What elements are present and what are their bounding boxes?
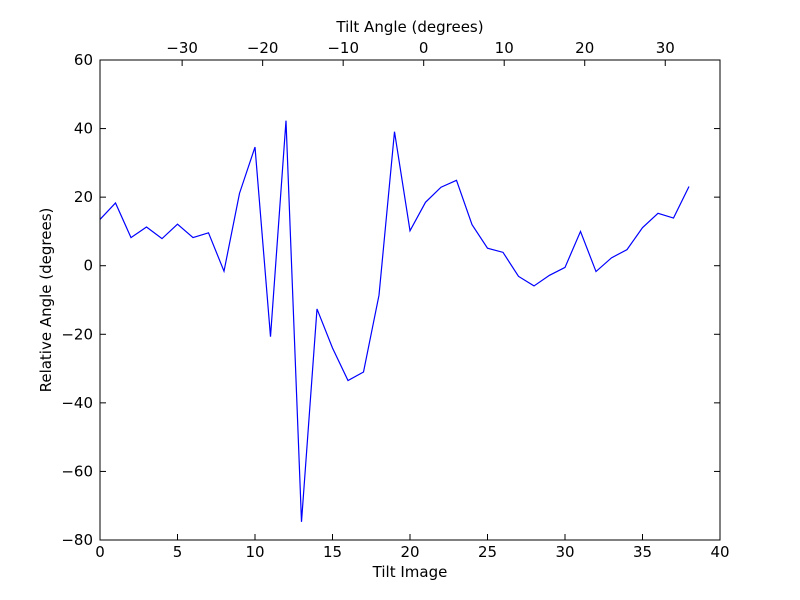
y-tick-label: 20 [74,188,93,206]
top-x-tick-label: 30 [656,39,675,57]
top-x-tick-label: −20 [247,39,279,57]
top-x-axis-label: Tilt Angle (degrees) [335,18,483,36]
x-tick-label: 35 [633,543,652,561]
y-tick-label: 60 [74,51,93,69]
series-line [99,120,690,522]
plot-area [100,60,720,540]
x-tick-label: 5 [173,543,183,561]
top-x-tick-label: 10 [495,39,514,57]
y-tick-label: −80 [61,531,93,549]
y-tick-label: −60 [61,462,93,480]
y-tick-label: −40 [61,394,93,412]
top-x-tick-label: 0 [419,39,429,57]
plot-frame [99,59,721,541]
top-x-tick-label: −10 [327,39,359,57]
x-tick-label: 15 [323,543,342,561]
x-tick-label: 30 [555,543,574,561]
x-tick-label: 25 [478,543,497,561]
x-tick-label: 0 [95,543,105,561]
y-tick-label: −20 [61,325,93,343]
x-tick-label: 20 [400,543,419,561]
axis-tick-labels: 0 5 10 15 20 25 30 35 40 60 40 20 0 −20 −40 −60 −80 −30 −2… [61,39,729,561]
x-tick-label: 40 [710,543,729,561]
x-tick-label: 10 [245,543,264,561]
top-x-tick-label: 20 [575,39,594,57]
y-axis-label: Relative Angle (degrees) [37,208,55,393]
top-x-tick-label: −30 [166,39,198,57]
y-tick-label: 0 [83,257,93,275]
x-axis-label: Tilt Image [372,563,448,581]
y-tick-label: 40 [74,120,93,138]
